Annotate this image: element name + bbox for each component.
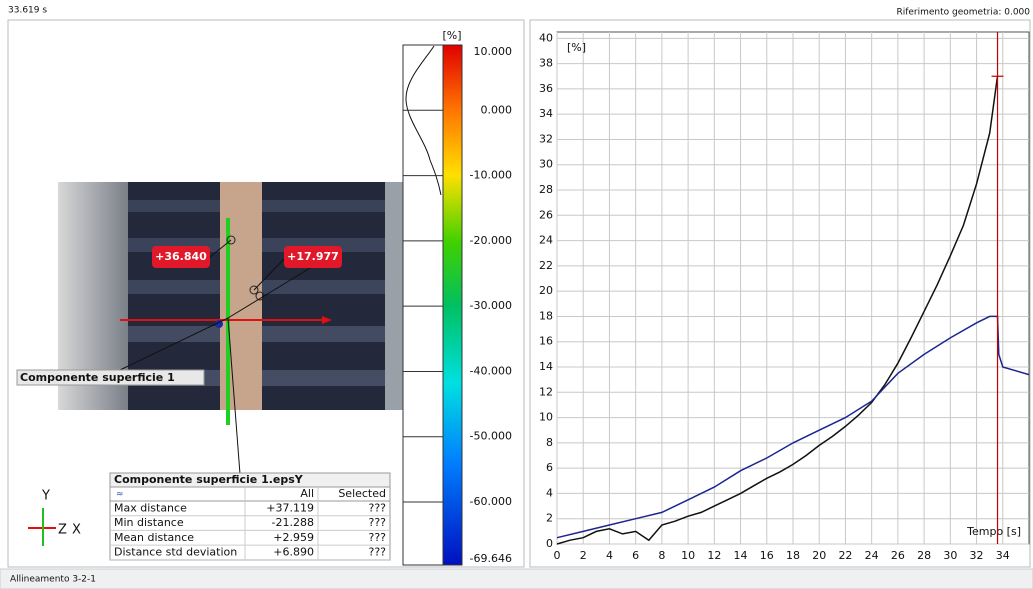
reference-label: Riferimento geometria: 0.000: [896, 8, 1030, 18]
x-tick-label: 8: [658, 549, 665, 562]
colorbar-tick-label: -50.000: [470, 430, 512, 443]
colorbar-tick-label: -10.000: [470, 169, 512, 182]
y-tick-label: 28: [539, 183, 553, 196]
point-label: +36.840: [155, 250, 207, 263]
column-header: All: [300, 487, 314, 500]
y-tick-label: 22: [539, 259, 553, 272]
table-cell: +37.119: [266, 502, 314, 515]
table-cell: Mean distance: [114, 531, 194, 544]
status-text: Allineamento 3-2-1: [10, 575, 96, 585]
x-tick-label: 34: [996, 549, 1010, 562]
table-icon: ≈: [116, 490, 124, 500]
colorbar: [443, 45, 462, 565]
x-tick-label: 24: [865, 549, 879, 562]
axis-y-label: Y: [41, 489, 50, 504]
colorbar-tick-label: 0.000: [481, 103, 513, 116]
x-tick-label: 10: [681, 549, 695, 562]
y-tick-label: 36: [539, 82, 553, 95]
point-label: +17.977: [287, 250, 339, 263]
axis-z-label: Z: [58, 523, 67, 538]
y-tick-label: 14: [539, 360, 553, 373]
y-tick-label: 26: [539, 208, 553, 221]
colorbar-tick-label: -30.000: [470, 299, 512, 312]
colorbar-tick-label: 10.000: [474, 45, 513, 58]
y-tick-label: 30: [539, 158, 553, 171]
table-cell: Min distance: [114, 516, 184, 529]
y-tick-label: 16: [539, 335, 553, 348]
table-cell: -21.288: [272, 516, 314, 529]
x-tick-label: 28: [917, 549, 931, 562]
histogram-frame: [403, 45, 443, 565]
colorbar-tick-label: -20.000: [470, 234, 512, 247]
table-cell: Distance std deviation: [114, 546, 237, 559]
y-tick-label: 20: [539, 284, 553, 297]
component-label: Componente superficie 1: [20, 371, 175, 384]
y-tick-label: 2: [546, 512, 553, 525]
y-tick-label: 18: [539, 309, 553, 322]
table-cell: ???: [368, 516, 386, 529]
colorbar-unit: [%]: [442, 29, 461, 42]
x-tick-label: 14: [734, 549, 748, 562]
table-cell: +6.890: [273, 546, 314, 559]
x-tick-label: 12: [707, 549, 721, 562]
screen: 33.619 s Riferimento geometria: 0.000 +3…: [0, 0, 1033, 589]
table-title: Componente superficie 1.epsY: [114, 473, 304, 486]
y-tick-label: 8: [546, 436, 553, 449]
x-tick-label: 4: [606, 549, 613, 562]
y-tick-label: 6: [546, 461, 553, 474]
y-tick-label: 10: [539, 411, 553, 424]
y-tick-label: 40: [539, 31, 553, 44]
table-cell: ???: [368, 502, 386, 515]
colorbar-tick-label: -60.000: [470, 495, 512, 508]
y-tick-label: 4: [546, 486, 553, 499]
x-tick-label: 18: [786, 549, 800, 562]
axis-x-label: X: [72, 523, 81, 538]
status-bar: [0, 569, 1033, 589]
y-tick-label: 32: [539, 132, 553, 145]
colorbar-tick-label: -69.646: [470, 552, 512, 565]
x-tick-label: 32: [970, 549, 984, 562]
x-tick-label: 6: [632, 549, 639, 562]
y-tick-label: 34: [539, 107, 553, 120]
table-cell: +2.959: [273, 531, 314, 544]
y-tick-label: 12: [539, 385, 553, 398]
x-tick-label: 0: [554, 549, 561, 562]
time-label: 33.619 s: [8, 6, 47, 16]
y-tick-label: 24: [539, 234, 553, 247]
x-tick-label: 22: [838, 549, 852, 562]
column-header: Selected: [338, 487, 386, 500]
statistics-table: Componente superficie 1.epsY ≈ All Select…: [110, 473, 390, 560]
x-tick-label: 30: [943, 549, 957, 562]
x-tick-label: 20: [812, 549, 826, 562]
x-tick-label: 26: [891, 549, 905, 562]
table-cell: Max distance: [114, 502, 187, 515]
colorbar-tick-label: -40.000: [470, 364, 512, 377]
x-tick-label: 16: [760, 549, 774, 562]
table-cell: ???: [368, 546, 386, 559]
y-tick-label: 0: [546, 537, 553, 550]
x-axis-label: Tempo [s]: [966, 525, 1021, 538]
x-tick-label: 2: [580, 549, 587, 562]
y-tick-label: 38: [539, 57, 553, 70]
y-unit-label: [%]: [567, 41, 586, 54]
table-cell: ???: [368, 531, 386, 544]
